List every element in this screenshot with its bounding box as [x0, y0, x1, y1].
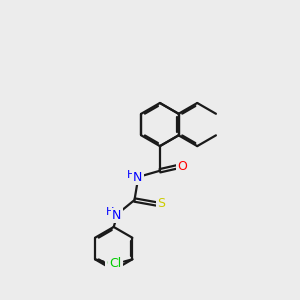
Text: N: N: [112, 209, 122, 222]
Text: Cl: Cl: [109, 257, 122, 270]
Text: S: S: [158, 197, 166, 210]
Text: O: O: [177, 160, 187, 173]
Text: Cl: Cl: [106, 257, 118, 270]
Text: H: H: [106, 207, 114, 217]
Text: N: N: [133, 171, 142, 184]
Text: H: H: [127, 170, 136, 180]
